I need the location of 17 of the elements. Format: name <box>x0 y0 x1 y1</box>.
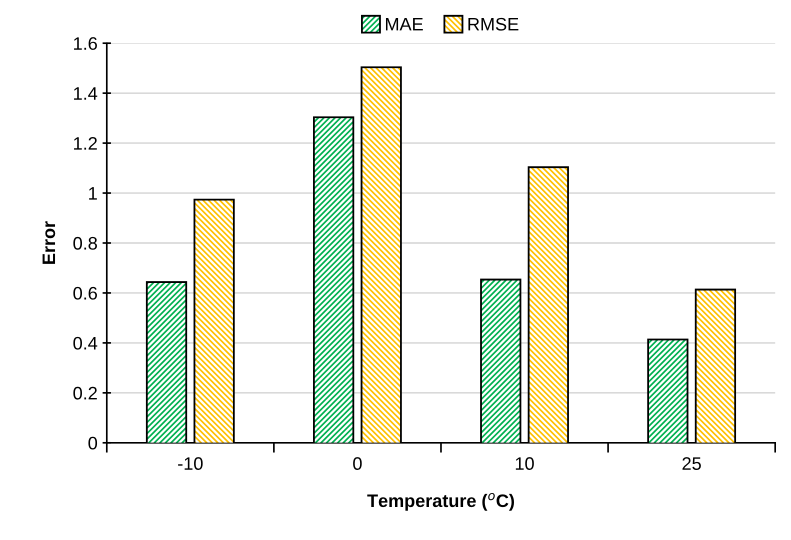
x-tick-label: 10 <box>516 457 534 470</box>
x-tick-label: 0 <box>353 457 362 470</box>
y-tick-label: 1.4 <box>74 87 98 100</box>
y-tick-label: 1.2 <box>74 137 97 150</box>
x-tick-label: -10 <box>178 457 203 470</box>
y-tick-label: 1 <box>89 187 97 200</box>
x-axis-title: Temperature ($^{o}$C) <box>367 492 514 511</box>
y-tick-label: 0.2 <box>73 386 97 400</box>
legend-label: RMSE <box>468 18 518 31</box>
y-tick-label: 0.8 <box>73 236 97 250</box>
y-tick-label: 0.4 <box>73 336 98 350</box>
legend-label: MAE <box>386 18 423 30</box>
y-tick-label: 1.6 <box>74 37 97 50</box>
y-tick-label: 0 <box>88 436 98 450</box>
x-tick-label: 25 <box>682 457 701 470</box>
y-tick-label: 0.6 <box>73 286 97 300</box>
y-axis-title: Error <box>42 221 56 264</box>
